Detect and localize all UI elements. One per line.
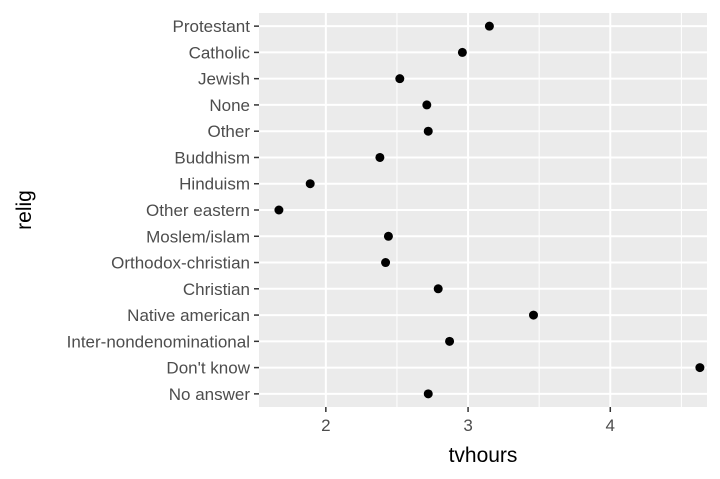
- y-tick-label: Buddhism: [174, 148, 250, 167]
- y-tick-label: Christian: [183, 280, 250, 299]
- y-tick-label: Hinduism: [179, 175, 250, 194]
- x-tick-label: 2: [321, 416, 330, 435]
- y-tick-label: Jewish: [198, 70, 250, 89]
- data-point: [422, 100, 432, 110]
- y-axis: Protestant Catholic Jewish None Other Buddhis…: [67, 17, 259, 404]
- data-point: [381, 258, 391, 268]
- data-point: [423, 126, 433, 136]
- data-point: [423, 389, 433, 399]
- y-tick-label: Native american: [127, 306, 250, 325]
- major-grid: [259, 13, 707, 407]
- data-points: [274, 21, 705, 399]
- x-axis-title: tvhours: [449, 444, 518, 467]
- data-point: [274, 205, 284, 215]
- y-axis-title: relig: [13, 190, 36, 230]
- y-tick-label: Don't know: [166, 359, 250, 378]
- data-point: [395, 74, 405, 84]
- y-tick-label: Inter-nondenominational: [67, 332, 250, 351]
- data-point: [445, 336, 455, 346]
- x-axis: 2 3 4: [321, 407, 615, 435]
- data-point: [484, 21, 494, 31]
- data-point: [528, 310, 538, 320]
- data-point: [375, 152, 385, 162]
- data-point: [695, 363, 705, 373]
- y-tick-label: None: [209, 96, 250, 115]
- x-tick-label: 3: [463, 416, 472, 435]
- y-tick-label: Protestant: [173, 17, 251, 36]
- data-point: [457, 47, 467, 57]
- y-tick-label: Orthodox-christian: [111, 254, 250, 273]
- y-tick-label: Catholic: [189, 43, 251, 62]
- y-tick-label: Moslem/islam: [146, 227, 250, 246]
- y-tick-label: Other: [207, 122, 250, 141]
- data-point: [383, 231, 393, 241]
- y-tick-label: No answer: [169, 385, 251, 404]
- x-tick-label: 4: [606, 416, 615, 435]
- y-tick-label: Other eastern: [146, 201, 250, 220]
- data-point: [305, 179, 315, 189]
- data-point: [433, 284, 443, 294]
